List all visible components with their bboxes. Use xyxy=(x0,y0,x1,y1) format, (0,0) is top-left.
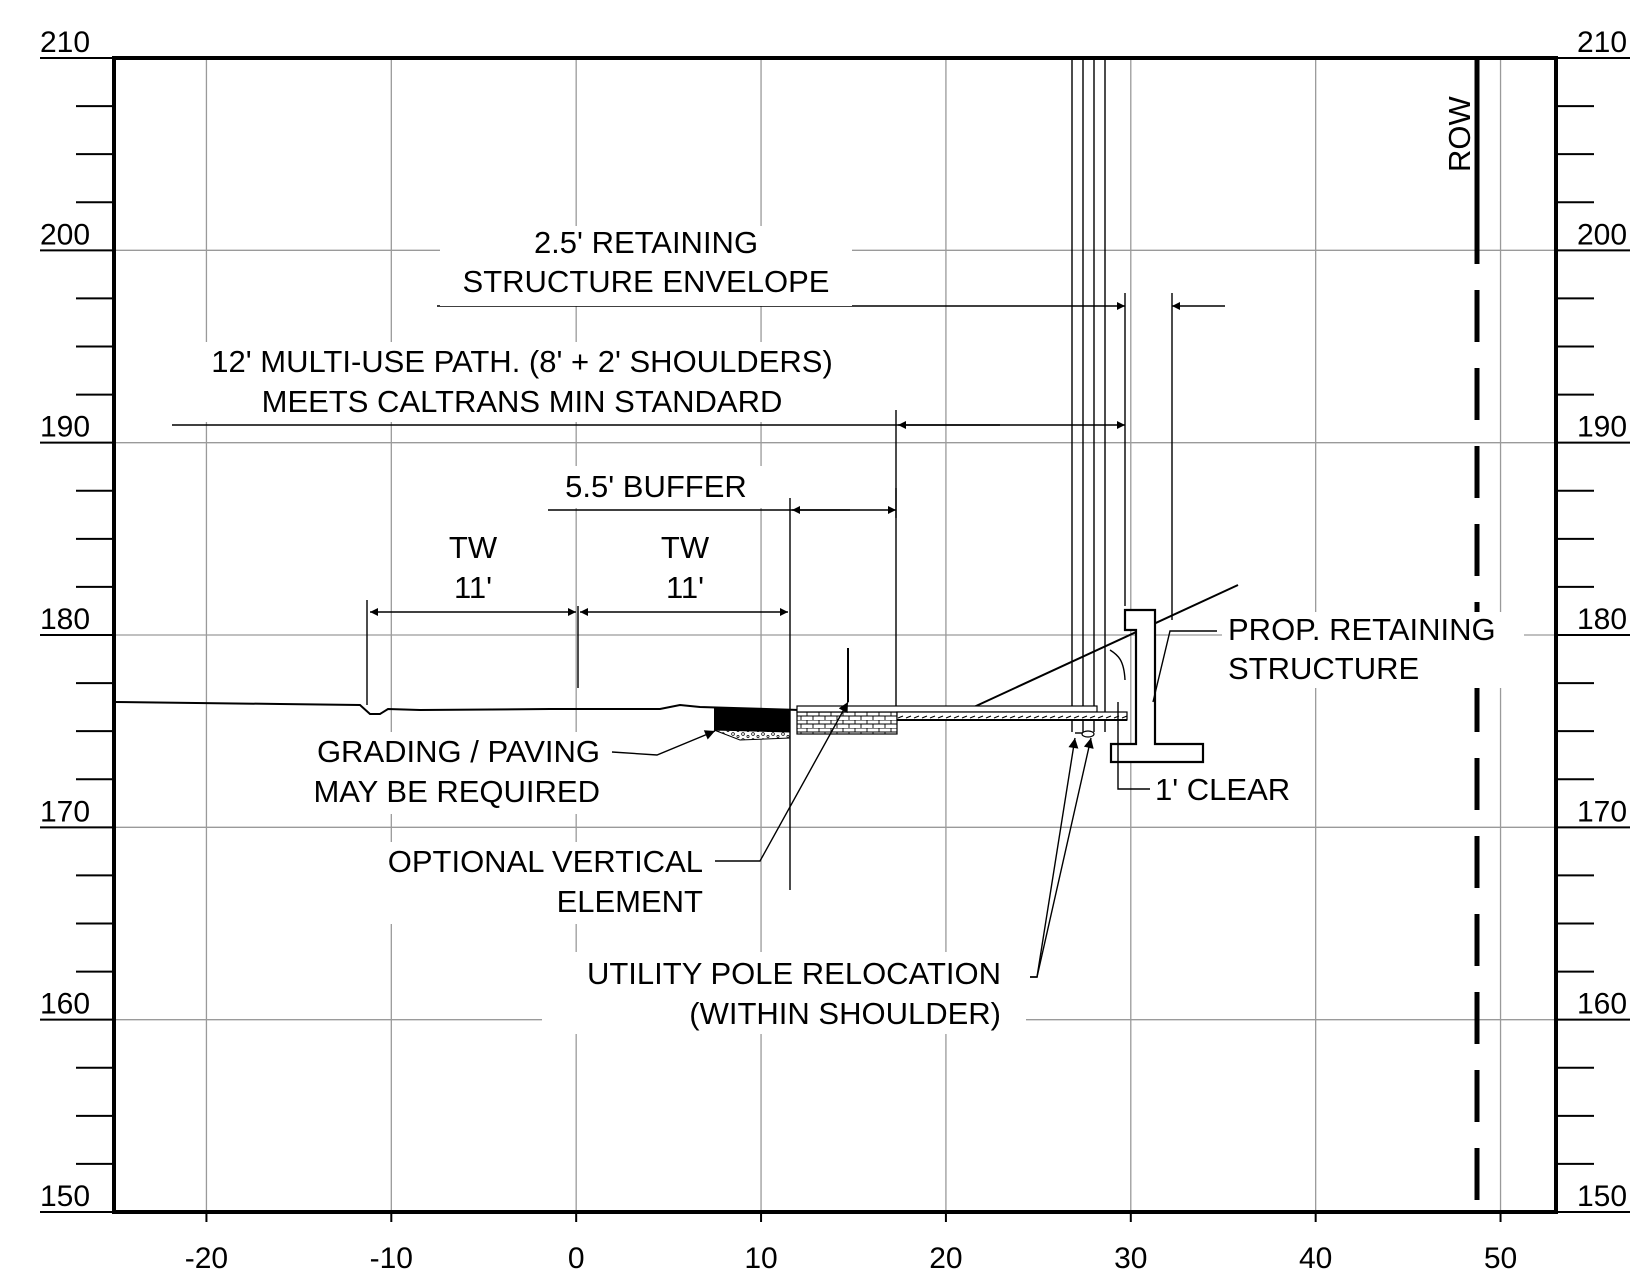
x-tick-label: 50 xyxy=(1484,1242,1517,1275)
extension-lines xyxy=(366,410,897,890)
right-elevation-labels: 210 200 190 180 170 160 150 xyxy=(1577,26,1627,1213)
grading-label-line1: GRADING / PAVING xyxy=(317,734,600,769)
elevation-label-right: 170 xyxy=(1577,795,1627,828)
leader-lines xyxy=(611,630,1217,978)
elevation-label-right: 190 xyxy=(1577,411,1627,444)
tw-left-label: TW xyxy=(449,530,498,565)
x-tick-label: 0 xyxy=(568,1242,585,1275)
x-tick-label: 30 xyxy=(1114,1242,1147,1275)
clear-label: 1' CLEAR xyxy=(1155,772,1290,807)
retaining-structure xyxy=(1109,608,1205,764)
utility-label-line1: UTILITY POLE RELOCATION xyxy=(587,956,1001,991)
elevation-label-right: 210 xyxy=(1577,26,1627,59)
envelope-label-line2: STRUCTURE ENVELOPE xyxy=(463,264,830,299)
x-tick-label: 40 xyxy=(1299,1242,1332,1275)
x-tick-label: 20 xyxy=(929,1242,962,1275)
elevation-label-right: 150 xyxy=(1577,1180,1627,1213)
annotation-text: 2.5' RETAINING STRUCTURE ENVELOPE 12' MU… xyxy=(178,225,1524,1034)
clear-gap-mark xyxy=(1109,649,1126,681)
x-tick-label: 10 xyxy=(744,1242,777,1275)
row-label: ROW xyxy=(1442,96,1477,173)
path-label-line1: 12' MULTI-USE PATH. (8' + 2' SHOULDERS) xyxy=(211,344,833,379)
elevation-label-left: 210 xyxy=(40,26,90,59)
retaining-label-line2: STRUCTURE xyxy=(1228,651,1419,686)
grading-label-line2: MAY BE REQUIRED xyxy=(313,774,600,809)
x-axis-labels: -20 -10 0 10 20 30 40 50 xyxy=(185,1242,1517,1275)
elevation-label-left: 190 xyxy=(40,411,90,444)
left-elevation-labels: 210 200 190 180 170 160 150 xyxy=(40,26,90,1213)
vertical-element-label-line1: OPTIONAL VERTICAL xyxy=(388,844,703,879)
utility-label-line2: (WITHIN SHOULDER) xyxy=(689,996,1001,1031)
x-tick-label: -10 xyxy=(370,1242,413,1275)
x-tick-label: -20 xyxy=(185,1242,228,1275)
tw-left-width: 11' xyxy=(454,570,492,605)
elevation-label-left: 170 xyxy=(40,795,90,828)
retaining-label-line1: PROP. RETAINING xyxy=(1228,612,1496,647)
envelope-label-line1: 2.5' RETAINING xyxy=(534,225,758,260)
elevation-label-left: 200 xyxy=(40,218,90,251)
elevation-label-right: 180 xyxy=(1577,603,1627,636)
elevation-label-left: 150 xyxy=(40,1180,90,1213)
elevation-label-right: 200 xyxy=(1577,218,1627,251)
ground-profile xyxy=(113,584,1239,741)
plot-frame xyxy=(112,56,1558,1214)
elevation-label-left: 180 xyxy=(40,603,90,636)
utility-pole-lines xyxy=(1071,58,1173,732)
elevation-label-left: 160 xyxy=(40,988,90,1021)
elevation-label-right: 160 xyxy=(1577,988,1627,1021)
tw-right-width: 11' xyxy=(666,570,704,605)
axis-ticks xyxy=(40,57,1630,1222)
tw-right-label: TW xyxy=(661,530,710,565)
path-label-line2: MEETS CALTRANS MIN STANDARD xyxy=(262,384,783,419)
vertical-element-label-line2: ELEMENT xyxy=(557,884,703,919)
buffer-label: 5.5' BUFFER xyxy=(565,469,747,504)
